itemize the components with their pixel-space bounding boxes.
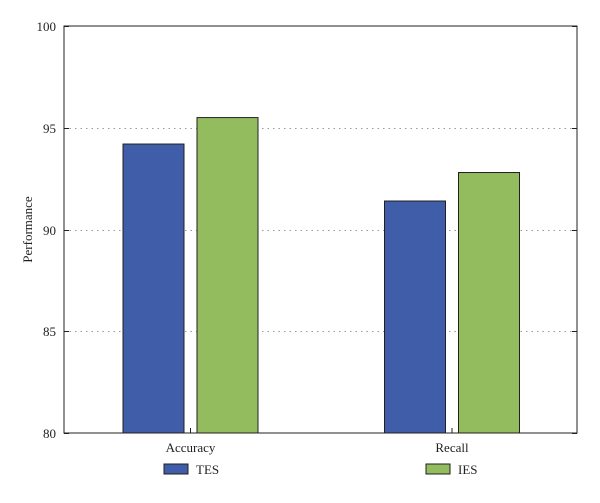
legend-swatch	[425, 463, 451, 475]
legend-swatch	[163, 463, 189, 475]
legend-item-ies: IES	[425, 462, 478, 477]
y-tick-label: 90	[43, 223, 56, 238]
legend-item-tes: TES	[163, 462, 219, 477]
bars	[122, 117, 520, 434]
bar-ies-accuracy	[196, 117, 259, 434]
legend-label: TES	[196, 462, 219, 477]
bar-tes-recall	[384, 200, 446, 434]
y-tick-label: 100	[37, 19, 57, 34]
x-ticks: Accuracy Recall	[166, 428, 469, 455]
y-tick-label: 80	[43, 426, 56, 441]
y-tick-label: 95	[43, 121, 56, 136]
legend: TES IES	[163, 462, 478, 477]
bar-tes-accuracy	[122, 143, 185, 434]
bar-ies-recall	[458, 172, 520, 434]
plot-frame	[63, 25, 578, 434]
y-ticks: 80 85 90 95 100	[37, 19, 577, 441]
legend-label: IES	[458, 462, 478, 477]
y-tick-label: 85	[43, 324, 56, 339]
x-tick-label: Recall	[435, 440, 469, 455]
y-axis-label: Performance	[20, 196, 35, 263]
x-tick-label: Accuracy	[166, 440, 216, 455]
